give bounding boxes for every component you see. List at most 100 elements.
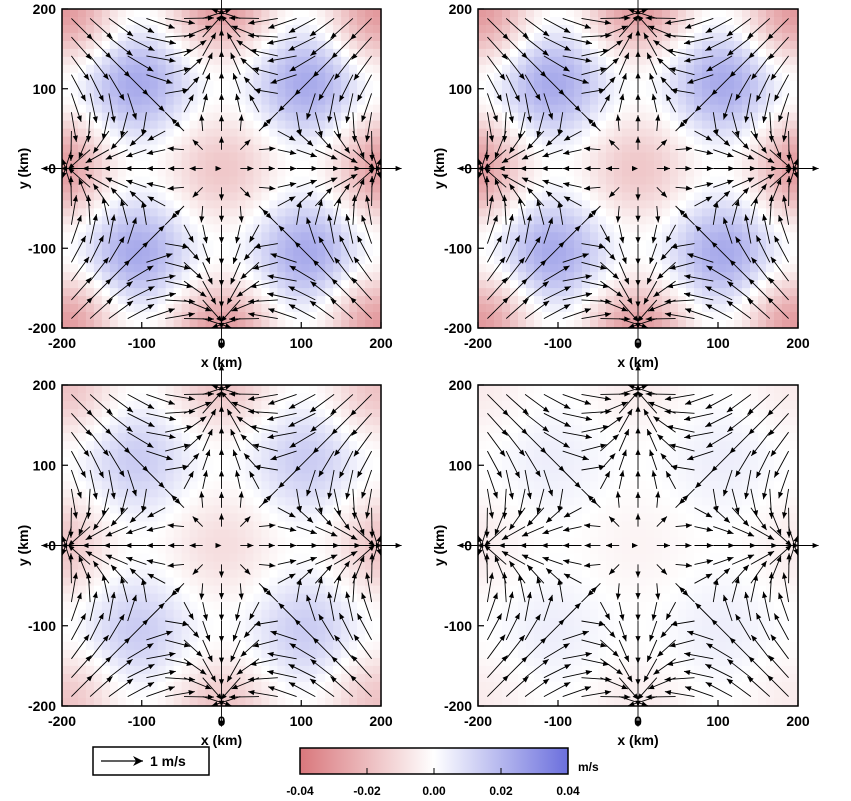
heatmap-cell <box>237 88 247 98</box>
heatmap-cell <box>710 192 719 201</box>
heatmap-cell <box>678 168 687 178</box>
heatmap-cell <box>149 489 159 498</box>
heatmap-cell <box>157 401 167 410</box>
heatmap-cell <box>93 561 103 571</box>
heatmap-cell <box>510 104 519 114</box>
heatmap-cell <box>101 577 111 587</box>
heatmap-cell <box>125 489 135 498</box>
heatmap-cell <box>526 256 535 265</box>
heatmap-cell <box>373 401 382 410</box>
heatmap-cell <box>157 184 167 194</box>
heatmap-cell <box>141 200 151 209</box>
heatmap-cell <box>293 32 302 42</box>
heatmap-cell <box>125 64 135 74</box>
heatmap-cell <box>598 304 607 313</box>
heatmap-cell <box>237 609 247 619</box>
heatmap-cell <box>373 112 382 122</box>
vector-arrow <box>723 217 733 244</box>
heatmap-cell <box>325 425 334 434</box>
heatmap-cell <box>301 152 310 162</box>
heatmap-cell <box>117 72 127 82</box>
heatmap-cell <box>654 320 663 329</box>
heatmap-cell <box>486 264 495 273</box>
heatmap-cell <box>494 184 503 194</box>
heatmap-cell <box>181 449 191 458</box>
heatmap-cell <box>309 609 318 619</box>
heatmap-cell <box>125 593 135 603</box>
heatmap-cell <box>309 240 318 249</box>
heatmap-cell <box>133 152 143 162</box>
heatmap-cell <box>317 40 326 50</box>
heatmap-cell <box>662 96 671 106</box>
heatmap-cell <box>373 449 382 458</box>
heatmap-cell <box>229 64 239 74</box>
heatmap-cell <box>606 304 615 313</box>
heatmap-cell <box>213 561 223 571</box>
vector-arrow <box>517 197 526 225</box>
heatmap-cell <box>197 264 207 273</box>
heatmap-cell <box>654 24 663 34</box>
heatmap-cell <box>69 465 79 474</box>
heatmap-cell <box>293 160 302 170</box>
heatmap-cell <box>502 256 511 265</box>
heatmap-cell <box>261 112 270 122</box>
heatmap-cell <box>606 184 615 194</box>
heatmap-cell <box>269 80 278 90</box>
heatmap-cell <box>197 529 207 539</box>
heatmap-cell <box>101 128 111 138</box>
heatmap-cell <box>301 481 310 490</box>
heatmap-cell <box>213 473 223 482</box>
heatmap-cell <box>317 88 326 98</box>
heatmap-cell <box>101 232 111 241</box>
heatmap-cell <box>694 264 703 273</box>
heatmap-cell <box>109 176 119 186</box>
heatmap-cell <box>181 417 191 426</box>
heatmap-cell <box>181 425 191 434</box>
heatmap-cell <box>758 256 767 265</box>
heatmap-cell <box>213 296 223 305</box>
heatmap-cell <box>558 224 567 233</box>
heatmap-cell <box>157 288 167 297</box>
heatmap-cell <box>277 40 286 50</box>
heatmap-cell <box>718 216 727 225</box>
heatmap-cell <box>518 104 527 114</box>
vector-arrow <box>127 36 155 52</box>
heatmap-cell <box>221 489 231 498</box>
heatmap-cell <box>317 232 326 241</box>
heatmap-cell <box>726 88 735 98</box>
heatmap-cell <box>117 417 127 426</box>
heatmap-cell <box>518 312 527 321</box>
heatmap-cell <box>333 537 342 547</box>
heatmap-cell <box>277 80 286 90</box>
heatmap-cell <box>85 609 95 619</box>
heatmap-cell <box>101 521 111 531</box>
heatmap-cell <box>221 232 231 241</box>
heatmap-cell <box>101 288 111 297</box>
heatmap-cell <box>285 128 294 138</box>
heatmap-cell <box>62 184 71 194</box>
heatmap-cell <box>245 489 254 498</box>
heatmap-cell <box>117 465 127 474</box>
heatmap-cell <box>221 80 231 90</box>
vector-arrow <box>127 217 137 244</box>
heatmap-cell <box>157 513 167 523</box>
heatmap-cell <box>478 24 487 34</box>
vector-arrow <box>278 225 297 244</box>
heatmap-cell <box>189 425 199 434</box>
heatmap-cell <box>229 56 239 66</box>
heatmap-cell <box>654 200 663 209</box>
heatmap-cell <box>181 112 191 122</box>
heatmap-cell <box>85 24 95 34</box>
heatmap-cell <box>109 585 119 595</box>
heatmap-cell <box>101 88 111 98</box>
heatmap-cell <box>125 136 135 146</box>
heatmap-cell <box>229 32 239 42</box>
heatmap-cell <box>365 320 374 329</box>
heatmap-cell <box>141 152 151 162</box>
heatmap-cell <box>93 545 103 555</box>
heatmap-cell <box>101 240 111 249</box>
heatmap-cell <box>341 264 350 273</box>
heatmap-cell <box>766 224 775 233</box>
heatmap-cell <box>494 200 503 209</box>
heatmap-cell <box>670 32 679 42</box>
